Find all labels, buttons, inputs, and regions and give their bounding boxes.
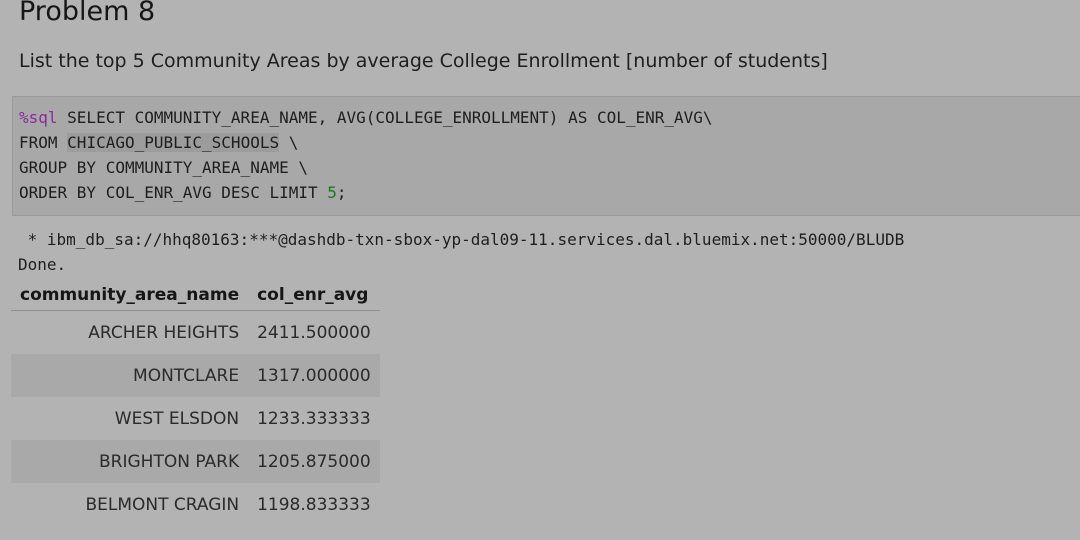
connection-string: * ibm_db_sa://hhq80163:***@dashdb-txn-sb… xyxy=(18,230,905,249)
code-line-4-pre: ORDER BY COL_ENR_AVG DESC LIMIT xyxy=(19,183,328,202)
community-area-cell: MONTCLARE xyxy=(11,354,249,397)
problem-description: List the top 5 Community Areas by averag… xyxy=(19,50,828,72)
problem-heading: Problem 8 xyxy=(19,0,156,27)
table-row: BELMONT CRAGIN 1198.833333 xyxy=(11,483,380,526)
community-area-cell: BELMONT CRAGIN xyxy=(85,494,240,515)
enrollment-avg-cell: 2411.500000 xyxy=(257,322,371,343)
table-row: BRIGHTON PARK 1205.875000 xyxy=(11,440,380,483)
code-line-3: GROUP BY COMMUNITY_AREA_NAME \ xyxy=(19,158,308,177)
enrollment-avg-cell: 1205.875000 xyxy=(248,440,380,483)
community-area-cell: ARCHER HEIGHTS xyxy=(88,322,240,343)
community-area-cell: WEST ELSDON xyxy=(114,408,240,429)
result-table: community_area_name col_enr_avg ARCHER H… xyxy=(11,280,380,526)
status-text: Done. xyxy=(18,255,67,274)
code-line-4: ORDER BY COL_ENR_AVG DESC LIMIT 5; xyxy=(19,180,1080,205)
code-line-1: %sql SELECT COMMUNITY_AREA_NAME, AVG(COL… xyxy=(19,105,1080,130)
table-name-highlight: CHICAGO_PUBLIC_SCHOOLS xyxy=(67,133,280,152)
code-line-4-post: ; xyxy=(336,183,347,202)
limit-number: 5 xyxy=(327,183,337,202)
table-row: WEST ELSDON 1233.333333 xyxy=(11,397,380,440)
code-line-2-post: \ xyxy=(279,133,299,152)
column-header: community_area_name xyxy=(11,280,249,311)
community-area-cell: BRIGHTON PARK xyxy=(11,440,249,483)
code-line-1-text: SELECT COMMUNITY_AREA_NAME, AVG(COLLEGE_… xyxy=(57,108,713,127)
sql-magic: %sql xyxy=(19,108,58,127)
code-line-2: FROM CHICAGO_PUBLIC_SCHOOLS \ xyxy=(19,130,1080,155)
table-row: ARCHER HEIGHTS 2411.500000 xyxy=(11,311,380,355)
code-line-2-pre: FROM xyxy=(19,133,68,152)
code-cell[interactable]: %sql SELECT COMMUNITY_AREA_NAME, AVG(COL… xyxy=(12,96,1080,216)
enrollment-avg-cell: 1317.000000 xyxy=(248,354,380,397)
table-header-row: community_area_name col_enr_avg xyxy=(11,280,380,311)
table-row: MONTCLARE 1317.000000 xyxy=(11,354,380,397)
column-header: col_enr_avg xyxy=(248,280,380,311)
enrollment-avg-cell: 1233.333333 xyxy=(257,408,371,429)
enrollment-avg-cell: 1198.833333 xyxy=(257,494,371,515)
cell-output: * ibm_db_sa://hhq80163:***@dashdb-txn-sb… xyxy=(18,227,904,277)
